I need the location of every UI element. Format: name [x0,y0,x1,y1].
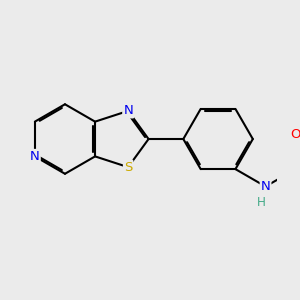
Text: H: H [256,196,266,209]
Text: N: N [123,104,133,117]
Text: O: O [290,128,300,141]
Text: N: N [261,180,270,193]
Text: N: N [30,150,40,163]
Text: S: S [124,160,132,174]
